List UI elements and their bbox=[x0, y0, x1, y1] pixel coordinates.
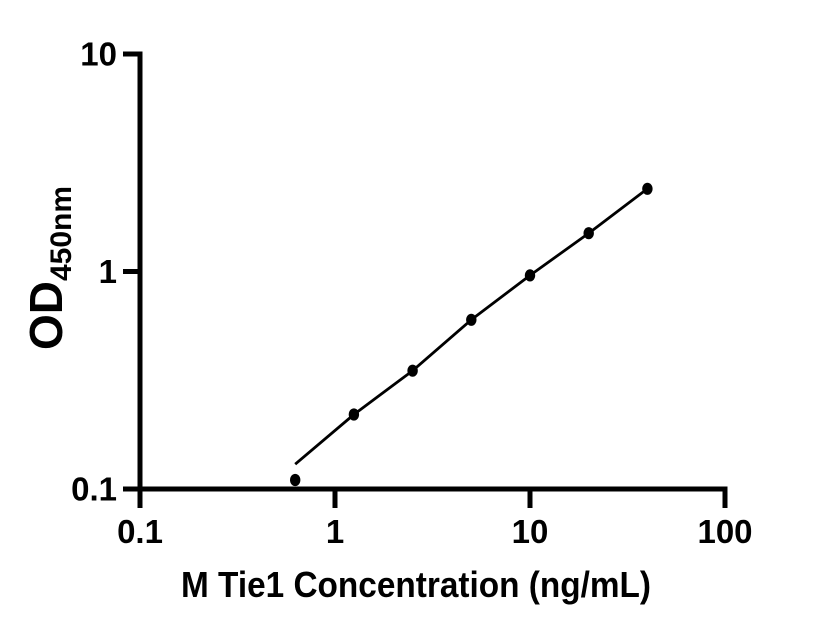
x-axis-tick-label: 10 bbox=[512, 513, 549, 550]
x-axis-tick-label: 0.1 bbox=[117, 513, 163, 550]
data-point bbox=[290, 473, 301, 487]
data-point bbox=[642, 182, 653, 195]
data-point bbox=[583, 227, 594, 240]
y-axis-tick-label: 0.1 bbox=[71, 471, 117, 508]
x-axis-title: M Tie1 Concentration (ng/mL) bbox=[181, 564, 651, 605]
x-axis-tick-label: 100 bbox=[697, 513, 752, 550]
y-axis-tick-label: 1 bbox=[99, 253, 117, 290]
data-point bbox=[466, 313, 477, 326]
data-point bbox=[524, 269, 536, 282]
y-axis-title: OD450nm bbox=[20, 186, 78, 350]
y-axis-tick-label: 10 bbox=[80, 36, 117, 73]
chart-generated-content: 0.1 1 10 100 0.1 1 10 bbox=[71, 36, 752, 551]
x-axis-tick-label: 1 bbox=[326, 513, 344, 550]
trend-line bbox=[294, 187, 649, 466]
y-axis-title-main: OD bbox=[20, 281, 72, 350]
y-axis-title-subscript: 450nm bbox=[45, 186, 78, 281]
data-point bbox=[348, 408, 360, 421]
data-point bbox=[407, 364, 418, 377]
